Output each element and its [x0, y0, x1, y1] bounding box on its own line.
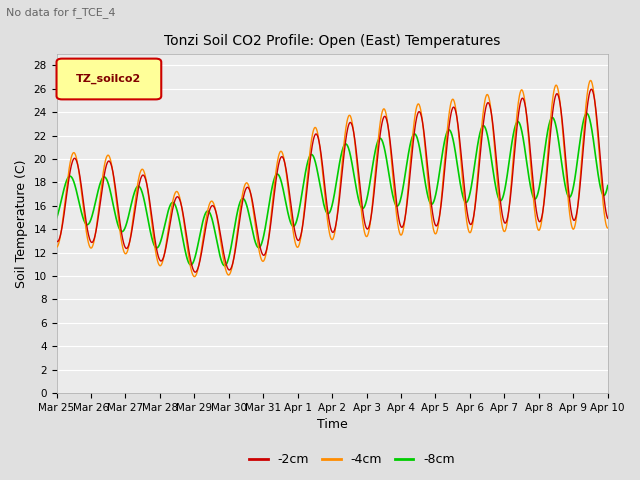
- Y-axis label: Soil Temperature (C): Soil Temperature (C): [15, 159, 28, 288]
- Legend: -2cm, -4cm, -8cm: -2cm, -4cm, -8cm: [244, 448, 460, 471]
- Title: Tonzi Soil CO2 Profile: Open (East) Temperatures: Tonzi Soil CO2 Profile: Open (East) Temp…: [164, 34, 500, 48]
- Text: No data for f_TCE_4: No data for f_TCE_4: [6, 7, 116, 18]
- Text: TZ_soilco2: TZ_soilco2: [76, 74, 141, 84]
- X-axis label: Time: Time: [317, 419, 348, 432]
- FancyBboxPatch shape: [56, 59, 161, 99]
